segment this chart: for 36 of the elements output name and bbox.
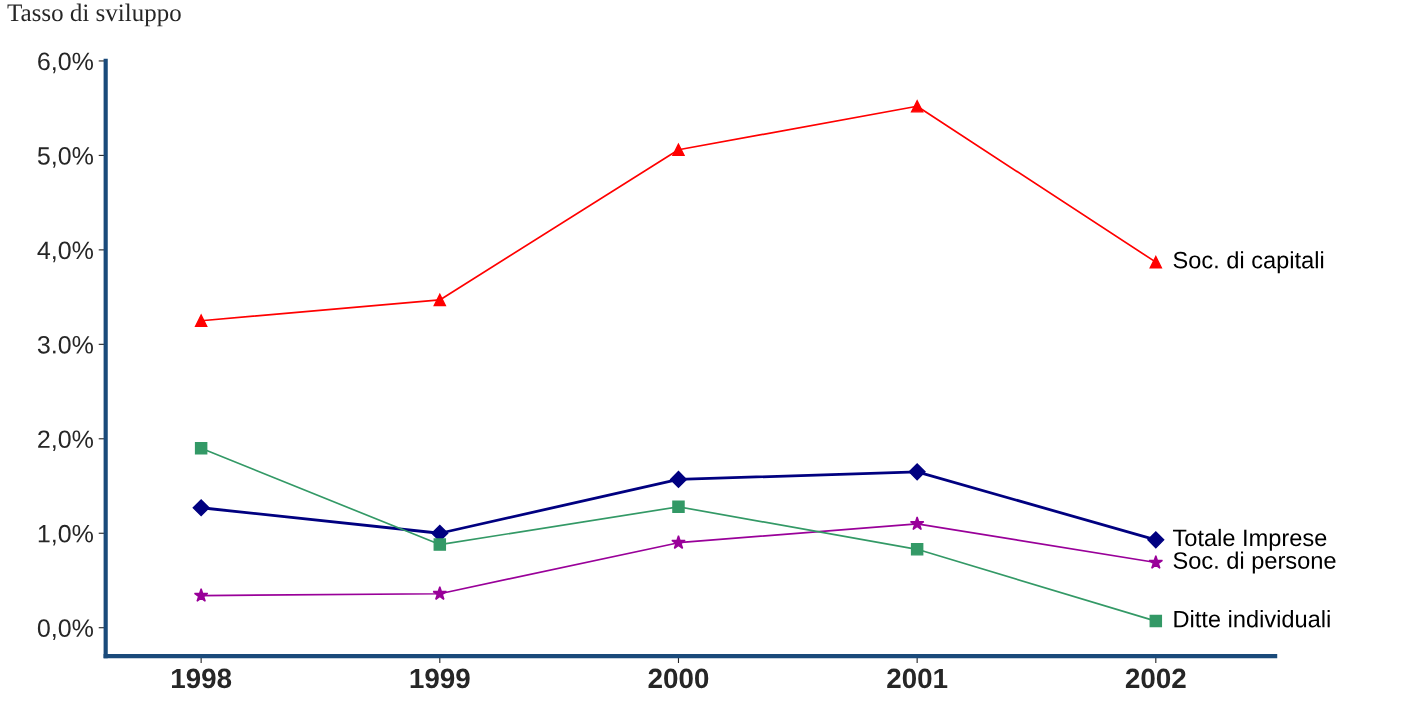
point bbox=[910, 543, 924, 556]
point bbox=[193, 587, 209, 602]
point bbox=[1147, 531, 1165, 549]
y-tick-label: 6,0% bbox=[38, 52, 93, 74]
point bbox=[1149, 614, 1163, 628]
point bbox=[433, 293, 447, 307]
y-tick-label: 2,0% bbox=[38, 430, 93, 452]
point bbox=[672, 500, 685, 514]
point bbox=[194, 441, 208, 455]
point bbox=[672, 143, 685, 156]
series-label: Soc. di persone bbox=[1173, 551, 1336, 574]
point bbox=[1149, 255, 1163, 269]
y-tick-label: 3.0% bbox=[37, 335, 93, 354]
point bbox=[1148, 554, 1164, 569]
point bbox=[194, 314, 208, 327]
point bbox=[192, 499, 210, 517]
x-tick-label: 2000 bbox=[648, 668, 709, 689]
y-tick-label: 0,0% bbox=[37, 619, 93, 640]
y-tick-label: 1,0% bbox=[38, 524, 93, 546]
x-tick-label: 1999 bbox=[410, 668, 470, 689]
point bbox=[432, 586, 448, 601]
y-axis-title: Tasso di sviluppo bbox=[7, 3, 181, 27]
point bbox=[908, 463, 926, 481]
point bbox=[909, 516, 925, 531]
point bbox=[671, 535, 686, 550]
x-tick-label: 2001 bbox=[887, 668, 948, 689]
y-tick-label: 4,0% bbox=[37, 241, 93, 263]
x-tick-label: 2002 bbox=[1125, 668, 1186, 689]
y-tick-label: 5,0% bbox=[37, 147, 93, 168]
series-label: Ditte individuali bbox=[1174, 610, 1330, 628]
point bbox=[910, 100, 924, 113]
series-label: Totale Imprese bbox=[1173, 528, 1327, 551]
point bbox=[433, 538, 447, 551]
point bbox=[669, 470, 688, 488]
series-label: Soc. di capitali bbox=[1173, 251, 1324, 274]
x-tick-label: 1998 bbox=[172, 668, 232, 689]
